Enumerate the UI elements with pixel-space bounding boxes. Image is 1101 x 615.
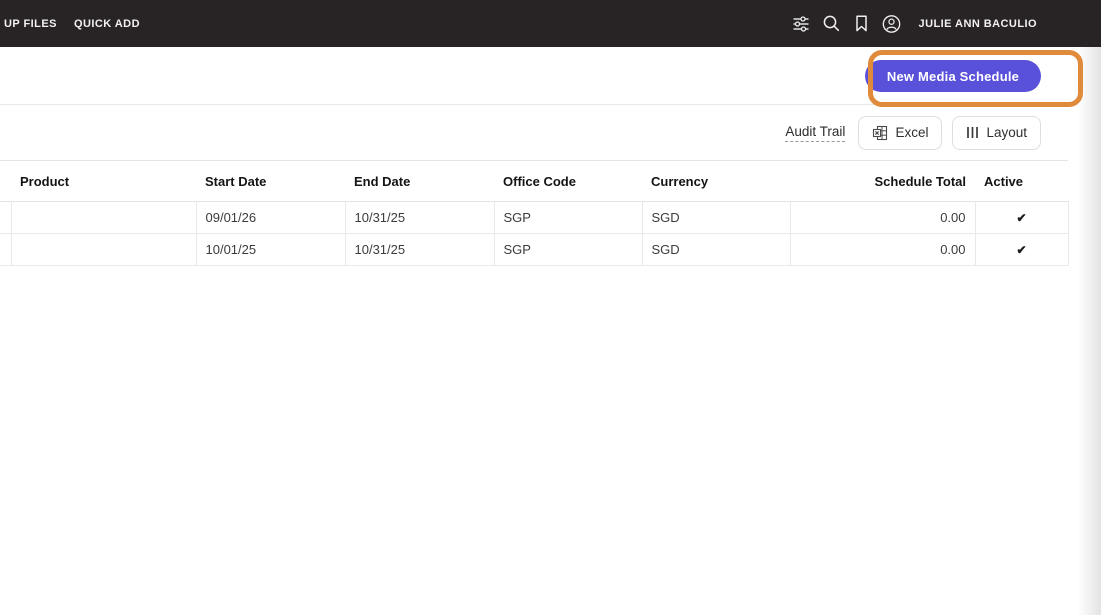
layout-button-label: Layout xyxy=(986,125,1027,140)
check-icon: ✔ xyxy=(1016,211,1027,225)
media-schedule-grid: Product Start Date End Date Office Code … xyxy=(0,160,1069,266)
cell-active: ✔ xyxy=(974,233,1069,266)
cell-office-code: SGP xyxy=(493,233,643,266)
grid-header-row: Product Start Date End Date Office Code … xyxy=(0,160,1068,202)
column-header-active[interactable]: Active xyxy=(975,160,1068,202)
column-header-schedule-total[interactable]: Schedule Total xyxy=(790,160,975,202)
audit-trail-link[interactable]: Audit Trail xyxy=(785,124,846,142)
column-header-product[interactable]: Product xyxy=(11,160,196,202)
cell-office-code: SGP xyxy=(493,201,643,234)
cell-clipped xyxy=(0,233,12,266)
cell-clipped xyxy=(0,201,12,234)
cell-currency: SGD xyxy=(641,233,791,266)
cell-end-date: 10/31/25 xyxy=(344,233,495,266)
cell-start-date: 10/01/25 xyxy=(195,233,346,266)
search-icon[interactable] xyxy=(822,14,841,33)
page-header-band: New Media Schedule xyxy=(0,47,1078,105)
column-header-currency[interactable]: Currency xyxy=(642,160,790,202)
topbar-right-group: JULIE ANN BACULIO xyxy=(792,0,1037,47)
cell-schedule-total: 0.00 xyxy=(789,233,976,266)
top-navigation-bar: UP FILES QUICK ADD xyxy=(0,0,1101,47)
excel-button-label: Excel xyxy=(895,125,929,140)
columns-layout-icon xyxy=(966,126,979,139)
column-header-end-date[interactable]: End Date xyxy=(345,160,494,202)
menu-item-up-files[interactable]: UP FILES xyxy=(4,17,57,30)
layout-button[interactable]: Layout xyxy=(952,115,1041,150)
cell-active: ✔ xyxy=(974,201,1069,234)
grid-row[interactable]: 10/01/25 10/31/25 SGP SGD 0.00 ✔ xyxy=(0,233,1069,266)
cell-schedule-total: 0.00 xyxy=(789,201,976,234)
menu-item-quick-add[interactable]: QUICK ADD xyxy=(74,17,140,30)
user-icon[interactable] xyxy=(882,14,901,33)
column-header-clipped xyxy=(0,160,11,202)
grid-toolbar: Audit Trail Excel Layout xyxy=(0,105,1078,160)
cell-product xyxy=(10,233,197,266)
excel-export-button[interactable]: Excel xyxy=(858,115,943,150)
check-icon: ✔ xyxy=(1016,243,1027,257)
column-header-start-date[interactable]: Start Date xyxy=(196,160,345,202)
excel-icon xyxy=(872,125,888,141)
bookmark-icon[interactable] xyxy=(852,14,871,33)
cell-end-date: 10/31/25 xyxy=(344,201,495,234)
column-header-office-code[interactable]: Office Code xyxy=(494,160,642,202)
cell-start-date: 09/01/26 xyxy=(195,201,346,234)
cell-product xyxy=(10,201,197,234)
right-edge-shadow xyxy=(1078,47,1101,615)
grid-body: 09/01/26 10/31/25 SGP SGD 0.00 ✔ 10/01/2… xyxy=(0,201,1069,266)
grid-row[interactable]: 09/01/26 10/31/25 SGP SGD 0.00 ✔ xyxy=(0,201,1069,234)
user-name[interactable]: JULIE ANN BACULIO xyxy=(918,17,1037,30)
cell-currency: SGD xyxy=(641,201,791,234)
new-media-schedule-button[interactable]: New Media Schedule xyxy=(865,60,1041,92)
sliders-icon[interactable] xyxy=(792,14,811,33)
